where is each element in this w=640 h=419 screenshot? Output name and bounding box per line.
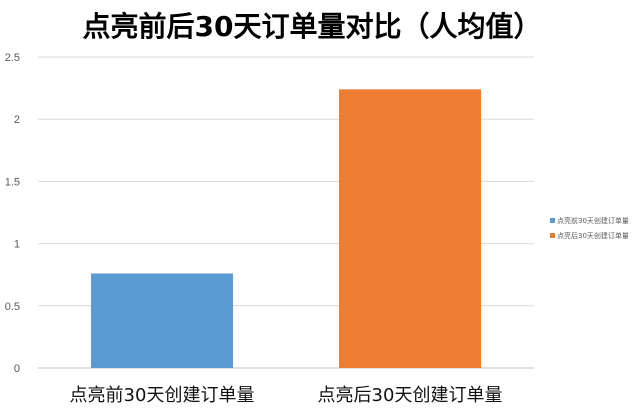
y-tick-label: 1.5 <box>5 176 20 188</box>
chart-title: 点亮前后30天订单量对比（人均值） <box>83 10 542 43</box>
x-axis: 点亮前30天创建订单量 点亮后30天创建订单量 <box>70 385 503 406</box>
y-axis: 0 0.5 1 1.5 2 2.5 <box>5 52 20 375</box>
y-tick-label: 1 <box>14 239 20 251</box>
legend-swatch <box>550 218 555 223</box>
legend-label: 点亮前30天创建订单量 <box>557 216 629 225</box>
y-tick-label: 0 <box>14 363 20 375</box>
bar-2 <box>339 89 481 369</box>
y-tick-label: 2 <box>14 114 20 126</box>
legend-swatch <box>550 233 555 238</box>
x-category-label: 点亮后30天创建订单量 <box>318 385 503 406</box>
bar-1 <box>91 273 233 368</box>
y-tick-label: 0.5 <box>5 301 20 313</box>
y-tick-label: 2.5 <box>5 52 20 64</box>
legend-label: 点亮后30天创建订单量 <box>557 231 629 240</box>
bars <box>91 89 481 369</box>
x-category-label: 点亮前30天创建订单量 <box>70 385 255 406</box>
